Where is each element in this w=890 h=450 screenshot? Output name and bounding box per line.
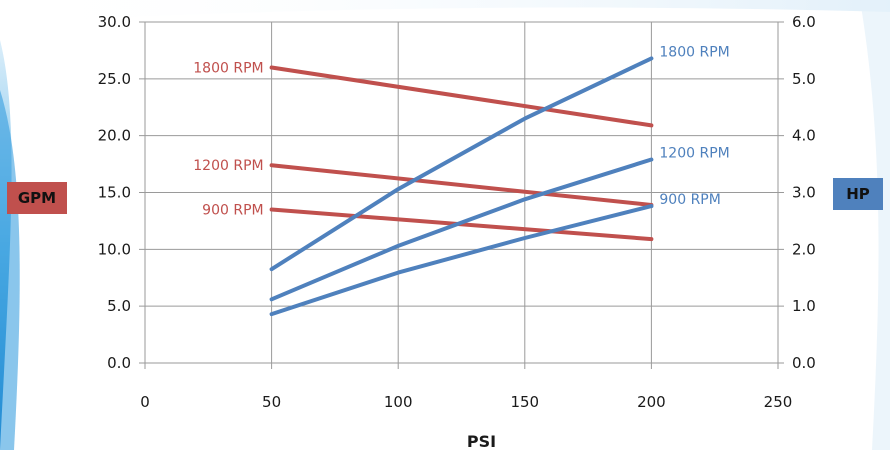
x-tick-label: 250 xyxy=(764,393,793,411)
gpm-series-line-1200-rpm xyxy=(269,163,654,207)
x-axis-title: PSI xyxy=(467,432,496,450)
chart-labels: 1800 RPM 1200 RPM 900 RPM 1800 RPM 1200 RPM 9… xyxy=(193,44,729,218)
y-right-tick-label: 4.0 xyxy=(792,127,816,145)
hp-series-label: 1200 RPM xyxy=(659,146,729,162)
y-right-tick-label: 2.0 xyxy=(792,240,816,258)
hp-badge-label: HP xyxy=(846,185,870,203)
y-right-tick-label: 1.0 xyxy=(792,297,816,315)
hp-series-line-1200-rpm xyxy=(269,157,654,302)
gpm-series-label: 1800 RPM xyxy=(193,60,263,76)
hp-series-label: 900 RPM xyxy=(659,192,720,208)
chart-ticks: 0.0 0.0 5.0 1.0 10.0 2.0 15.0 3.0 20.0 4.0 25.0 5.0… xyxy=(98,13,816,411)
gpm-series-line-1800-rpm xyxy=(269,65,654,128)
hp-series-line-900-rpm xyxy=(269,204,654,317)
y-left-tick-label: 10.0 xyxy=(98,240,131,258)
y-right-tick-label: 5.0 xyxy=(792,70,816,88)
y-left-tick-label: 15.0 xyxy=(98,184,131,202)
gpm-series-label: 1200 RPM xyxy=(193,158,263,174)
x-tick-label: 150 xyxy=(510,393,539,411)
hp-axis-badge: HP xyxy=(833,178,883,210)
chart-grid xyxy=(139,21,784,369)
gpm-badge-label: GPM xyxy=(17,189,57,207)
y-left-tick-label: 25.0 xyxy=(98,70,131,88)
gpm-series-label: 900 RPM xyxy=(202,203,263,219)
y-left-tick-label: 5.0 xyxy=(107,297,131,315)
hp-series-label: 1800 RPM xyxy=(659,44,729,60)
y-left-tick-label: 30.0 xyxy=(98,13,131,31)
y-right-tick-label: 6.0 xyxy=(792,13,816,31)
y-left-tick-label: 20.0 xyxy=(98,127,131,145)
y-right-tick-label: 0.0 xyxy=(792,354,816,372)
gpm-axis-badge: GPM xyxy=(7,182,67,214)
y-left-tick-label: 0.0 xyxy=(107,354,131,372)
chart-series xyxy=(269,56,654,317)
x-tick-label: 200 xyxy=(637,393,666,411)
x-tick-label: 100 xyxy=(384,393,413,411)
x-tick-label: 50 xyxy=(262,393,281,411)
y-right-tick-label: 3.0 xyxy=(792,184,816,202)
x-tick-label: 0 xyxy=(140,393,150,411)
hp-series-line-1800-rpm xyxy=(269,56,654,272)
